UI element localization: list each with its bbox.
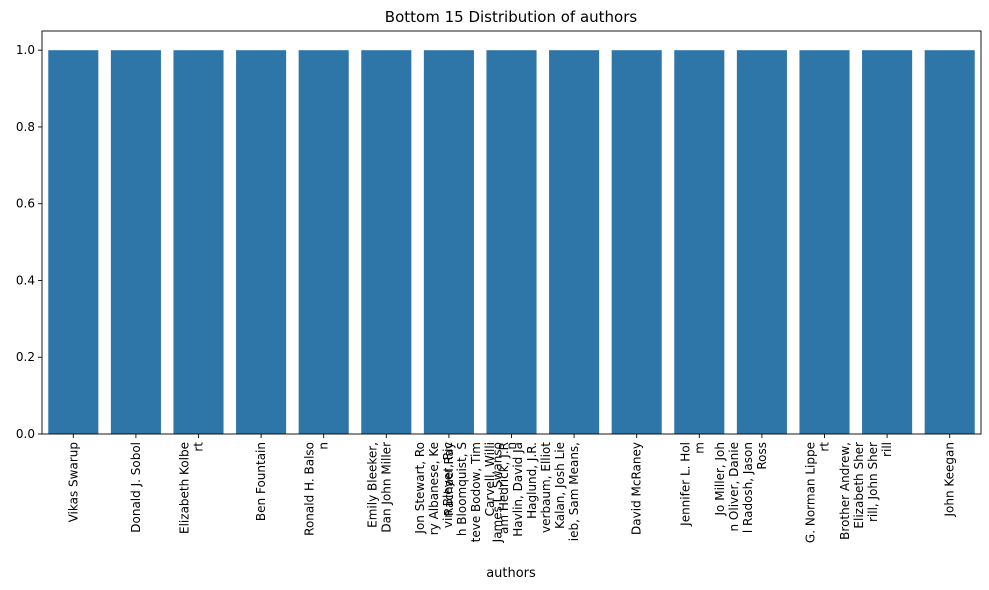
chart-title: Bottom 15 Distribution of authors: [385, 8, 638, 26]
x-tick-label: James L. Swanson: [491, 442, 519, 543]
x-tick-label: Brother Andrew,Elizabeth Sherrill, John …: [838, 442, 894, 540]
bar: [361, 50, 412, 434]
x-tick-label: Jo Miller, John Oliver, Daniel Radosh, J…: [713, 442, 769, 533]
x-tick-label: Donald J. Sobol: [129, 442, 143, 533]
y-tick-label: 0.8: [16, 120, 35, 134]
bar: [549, 50, 600, 434]
bar: [423, 50, 474, 434]
y-tick-label: 1.0: [16, 43, 35, 57]
x-tick-label: Elizabeth Kolbert: [178, 442, 206, 534]
x-tick-label: David McRaney: [630, 442, 644, 535]
x-tick-label: Vikas Swarup: [66, 442, 80, 522]
bar: [48, 50, 99, 434]
x-tick-label: G. Norman Lippert: [804, 442, 832, 543]
bar: [298, 50, 349, 434]
bar: [236, 50, 287, 434]
bar: [486, 50, 537, 434]
bar: [173, 50, 224, 434]
x-axis-label: authors: [486, 566, 536, 581]
x-tick-label: Ronald H. Balson: [303, 442, 331, 536]
x-tick-label: John Keegan: [943, 442, 957, 518]
bar: [924, 50, 975, 434]
bar: [674, 50, 725, 434]
x-tick-label: Jennifer L. Holm: [678, 442, 706, 527]
plot-frame: [41, 30, 982, 435]
x-axis: Vikas Swarup Donald J. Sobol Elizabeth Kol…: [66, 434, 957, 543]
bar: [799, 50, 850, 434]
x-tick-label: Jon Stewart, Rory Albanese, Kevin Bleyer…: [413, 442, 581, 543]
y-axis: 0.0 0.2 0.4 0.6 0.8 1.0: [16, 43, 42, 441]
bar: [611, 50, 662, 434]
x-tick-label: Rachael Ray: [442, 442, 456, 516]
x-tick-label: Ben Fountain: [254, 442, 268, 521]
y-tick-label: 0.2: [16, 350, 35, 364]
y-tick-label: 0.0: [16, 427, 35, 441]
bar: [862, 50, 913, 434]
bar: [736, 50, 787, 434]
y-tick-label: 0.4: [16, 273, 35, 287]
bars-group: [48, 50, 975, 434]
x-tick-label: Emily Bleeker,Dan John Miller: [365, 442, 393, 533]
y-tick-label: 0.6: [16, 197, 35, 211]
bar: [110, 50, 161, 434]
